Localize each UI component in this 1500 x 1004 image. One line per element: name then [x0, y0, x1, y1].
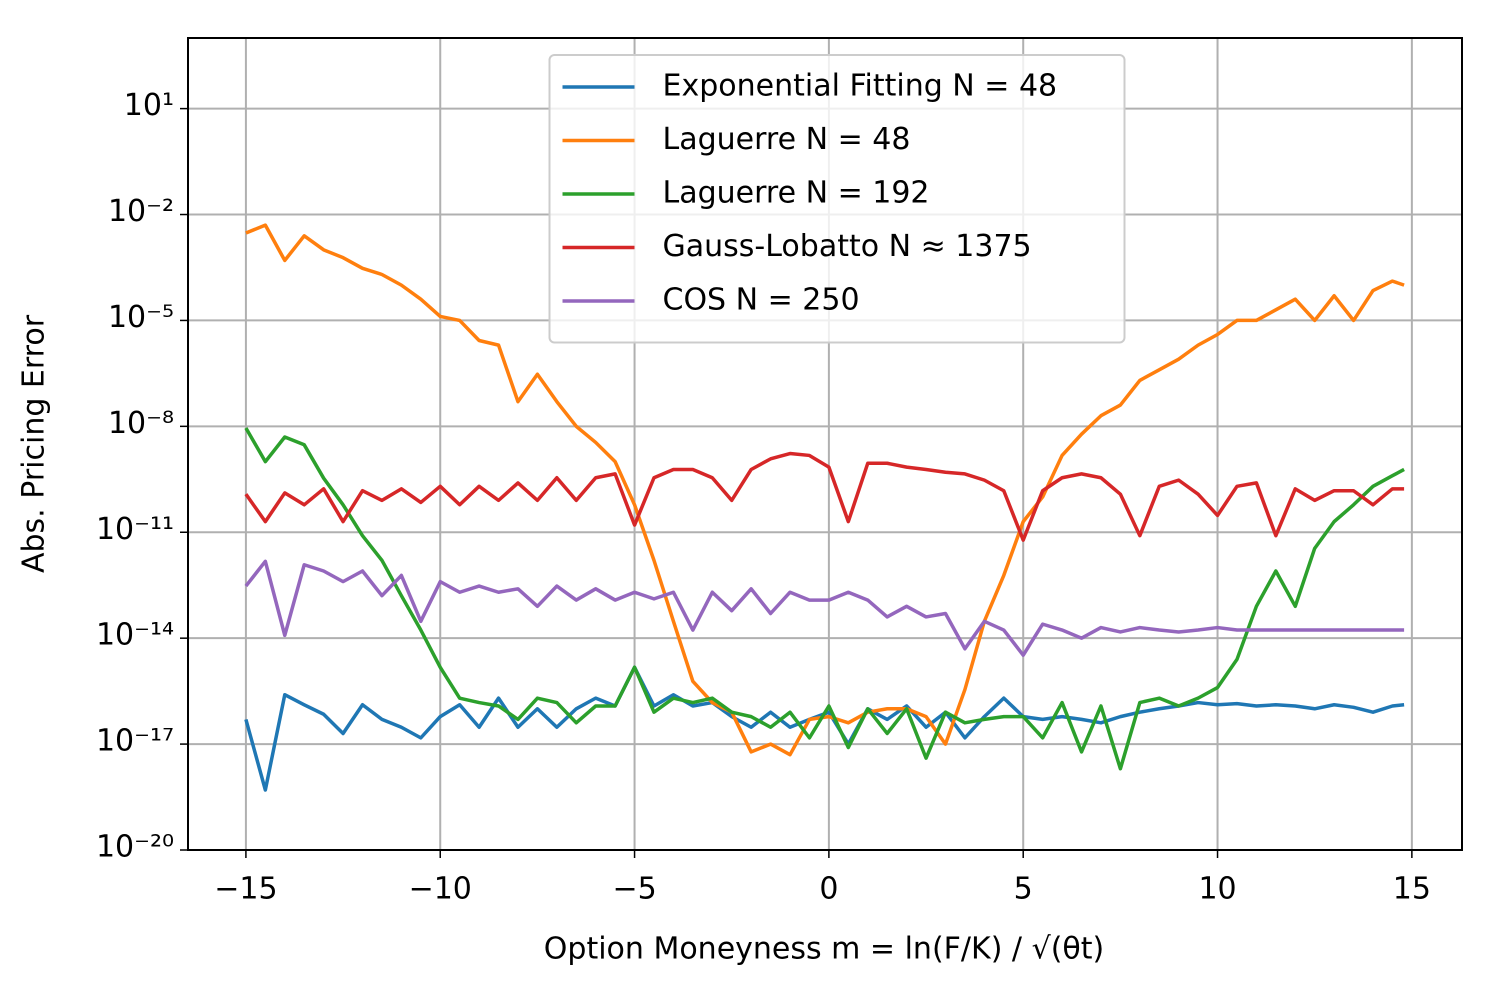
x-tick-label: 15: [1393, 872, 1431, 907]
series-line: [244, 451, 1405, 542]
plot-frame: [187, 37, 1463, 851]
legend-label: COS N = 250: [663, 283, 860, 318]
y-tick-label: 10⁻¹⁷: [96, 724, 174, 759]
y-tick-label: 10⁻¹¹: [96, 512, 174, 547]
y-tick-label: 10¹: [124, 88, 174, 123]
legend-label: Laguerre N = 48: [663, 122, 911, 157]
series-line: [245, 223, 1405, 757]
x-tick-label: −10: [409, 872, 472, 907]
series-line: [244, 665, 1405, 792]
legend-label: Exponential Fitting N = 48: [663, 69, 1058, 104]
x-tick-label: 5: [1014, 872, 1033, 907]
y-tick-label: 10⁻²: [108, 194, 174, 229]
legend-label: Gauss-Lobatto N ≈ 1375: [663, 229, 1032, 264]
x-tick-label: 0: [819, 872, 838, 907]
x-tick-label: −5: [612, 872, 656, 907]
x-tick-label: −15: [214, 872, 277, 907]
y-tick-label: 10⁻⁵: [108, 300, 174, 335]
y-axis-label: Abs. Pricing Error: [17, 314, 52, 573]
series-line: [244, 559, 1405, 657]
x-axis-label: Option Moneyness m = ln(F/K) / √(θt): [544, 932, 1104, 967]
legend-box: [548, 54, 1126, 344]
y-tick-label: 10⁻¹⁴: [96, 618, 174, 653]
series-line: [244, 427, 1405, 771]
plot-lines: [244, 223, 1405, 792]
x-tick-label: 10: [1198, 872, 1236, 907]
legend-label: Laguerre N = 192: [663, 176, 930, 211]
y-tick-label: 10⁻⁸: [108, 406, 174, 441]
y-tick-label: 10⁻²⁰: [96, 830, 174, 865]
